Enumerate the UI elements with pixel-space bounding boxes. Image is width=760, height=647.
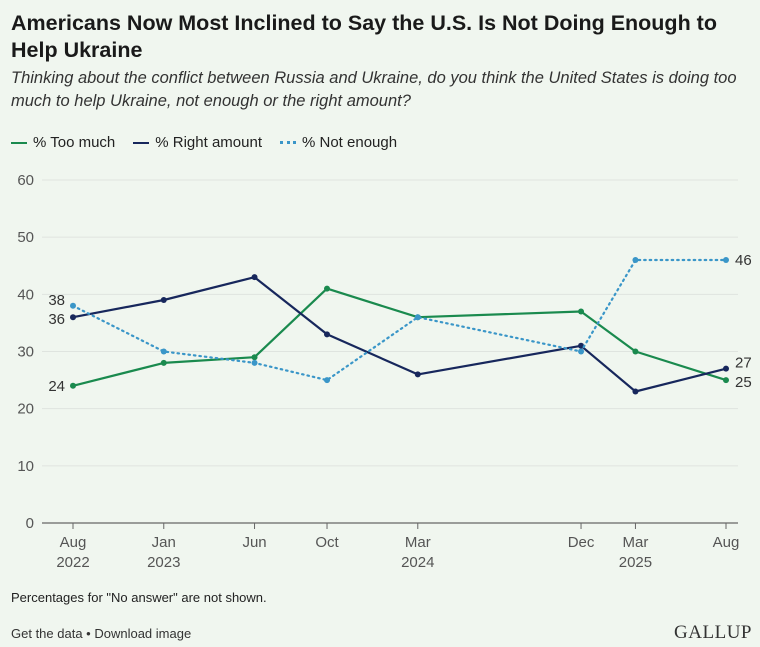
x-tick-month-7: Aug xyxy=(713,534,740,551)
point-not_enough-1 xyxy=(160,348,167,355)
point-right_amount-2 xyxy=(251,274,258,281)
series-line-too_much xyxy=(72,287,727,387)
y-tick-label-30: 30 xyxy=(17,344,34,361)
point-not_enough-3 xyxy=(324,377,331,384)
point-not_enough-4 xyxy=(414,314,421,321)
point-right_amount-6 xyxy=(632,388,639,395)
y-tick-label-20: 20 xyxy=(17,401,34,418)
x-tick-year-0: 2022 xyxy=(56,554,89,571)
x-tick-month-0: Aug xyxy=(60,534,87,551)
y-tick-label-50: 50 xyxy=(17,229,34,246)
x-tick-month-6: Mar xyxy=(623,534,649,551)
point-right_amount-7 xyxy=(723,365,729,372)
series-line-not_enough xyxy=(71,258,728,382)
end-label-right_amount: 27 xyxy=(735,355,752,372)
download-image-link[interactable]: Download image xyxy=(94,626,192,641)
y-tick-label-40: 40 xyxy=(17,286,34,303)
start-label-too_much: 24 xyxy=(48,378,65,395)
point-not_enough-5 xyxy=(578,348,585,355)
x-tick-year-4: 2024 xyxy=(401,554,434,571)
point-not_enough-0 xyxy=(70,302,76,309)
legend-swatch-right-amount xyxy=(133,141,150,144)
point-too_much-2 xyxy=(251,354,258,361)
series-line-right_amount xyxy=(72,276,727,393)
start-label-right_amount: 36 xyxy=(48,311,65,328)
point-right_amount-4 xyxy=(414,371,421,378)
point-too_much-6 xyxy=(632,348,639,355)
legend-item-not-enough: % Not enough xyxy=(280,134,397,151)
point-too_much-0 xyxy=(70,382,76,389)
x-tick-month-2: Jun xyxy=(242,534,266,551)
x-tick-year-6: 2025 xyxy=(619,554,652,571)
legend-item-too-much: % Too much xyxy=(11,134,115,151)
x-tick-month-3: Oct xyxy=(315,534,339,551)
x-tick-month-4: Mar xyxy=(405,534,431,551)
footnote: Percentages for "No answer" are not show… xyxy=(11,590,267,605)
point-not_enough-6 xyxy=(632,257,639,264)
x-tick-month-1: Jan xyxy=(152,534,176,551)
point-right_amount-5 xyxy=(578,342,585,349)
end-label-not_enough: 46 xyxy=(735,252,752,269)
point-too_much-3 xyxy=(324,285,331,292)
x-tick-month-5: Dec xyxy=(568,534,595,551)
y-tick-label-10: 10 xyxy=(17,458,34,475)
legend-swatch-too-much xyxy=(11,141,27,144)
start-label-not_enough: 38 xyxy=(48,292,65,309)
point-too_much-5 xyxy=(578,308,585,315)
point-too_much-1 xyxy=(160,359,167,366)
legend-label-right-amount: % Right amount xyxy=(155,134,262,151)
point-not_enough-2 xyxy=(251,359,258,366)
x-tick-year-1: 2023 xyxy=(147,554,180,571)
footer-links: Get the data • Download image xyxy=(11,626,191,641)
point-right_amount-1 xyxy=(160,297,167,304)
chart-subtitle: Thinking about the conflict between Russ… xyxy=(11,69,737,110)
get-data-link[interactable]: Get the data xyxy=(11,626,83,641)
legend-swatch-not-enough xyxy=(280,141,296,144)
legend-label-too-much: % Too much xyxy=(33,134,116,151)
end-label-too_much: 25 xyxy=(735,374,752,391)
line-chart: 0 10 20 30 40 50 60 Aug 2022 Jan 2023 Jun Oct Mar 2024… xyxy=(17,172,752,571)
point-right_amount-3 xyxy=(324,331,331,338)
legend-item-right-amount: % Right amount xyxy=(133,134,262,151)
footer-separator: • xyxy=(82,626,95,641)
gallup-logo: GALLUP xyxy=(674,622,752,643)
point-right_amount-0 xyxy=(70,314,76,321)
chart-title: Americans Now Most Inclined to Say the U… xyxy=(11,11,717,62)
point-too_much-7 xyxy=(723,377,729,384)
legend: % Too much % Right amount % Not enough xyxy=(11,134,397,151)
y-tick-label-0: 0 xyxy=(26,515,34,532)
y-tick-label-60: 60 xyxy=(17,172,34,189)
point-not_enough-7 xyxy=(723,257,729,264)
legend-label-not-enough: % Not enough xyxy=(302,134,398,151)
